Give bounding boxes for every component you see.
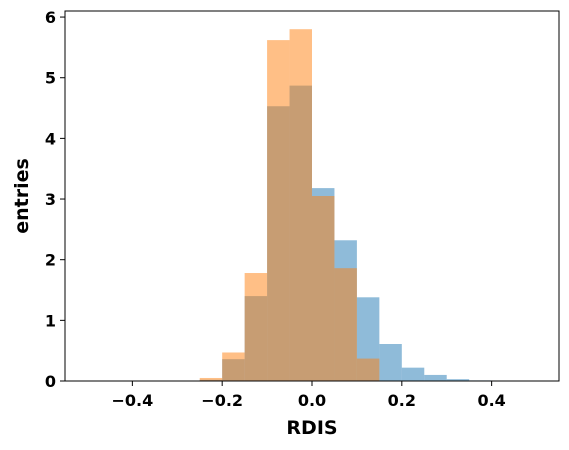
x-ticks: −0.4 −0.2 0.0 0.2 0.4 xyxy=(111,381,506,410)
histogram-bar-series-2-bin-8 xyxy=(267,40,290,382)
histogram-bar-series-2-bin-11 xyxy=(334,268,357,381)
y-ticks: 0 1 2 3 4 5 6 xyxy=(45,8,65,391)
x-tick-label: 0.2 xyxy=(388,391,416,410)
y-tick-label: 0 xyxy=(45,372,56,391)
histogram-bar-series-1-bin-16 xyxy=(446,379,470,381)
y-tick-label: 1 xyxy=(45,311,56,330)
x-axis-label: RDIS xyxy=(286,417,337,439)
y-tick-label: 3 xyxy=(45,190,56,209)
histogram-bar-series-2-bin-7 xyxy=(244,273,268,381)
histogram-bar-series-2-bin-10 xyxy=(312,196,335,381)
plot-frame xyxy=(64,10,560,382)
histogram-bar-series-2-bin-6 xyxy=(222,352,245,381)
histogram-bar-series-2-bin-9 xyxy=(289,29,312,381)
x-tick-label: −0.4 xyxy=(111,391,153,410)
y-tick-label: 6 xyxy=(45,8,56,27)
x-tick-label: −0.2 xyxy=(201,391,243,410)
histogram-bar-series-1-bin-13 xyxy=(379,344,402,381)
x-tick-label: 0.0 xyxy=(298,391,326,410)
y-tick-label: 4 xyxy=(45,129,56,148)
histogram-bar-series-1-bin-14 xyxy=(401,367,425,381)
histogram-bar-series-2-bin-5 xyxy=(199,377,223,381)
histogram-bar-series-2-bin-12 xyxy=(356,358,380,381)
y-axis-label: entries xyxy=(11,158,33,234)
bars-layer xyxy=(199,29,492,382)
histogram-bar-series-1-bin-15 xyxy=(424,374,447,381)
y-tick-label: 5 xyxy=(45,69,56,88)
x-tick-label: 0.4 xyxy=(477,391,505,410)
y-tick-label: 2 xyxy=(45,251,56,270)
